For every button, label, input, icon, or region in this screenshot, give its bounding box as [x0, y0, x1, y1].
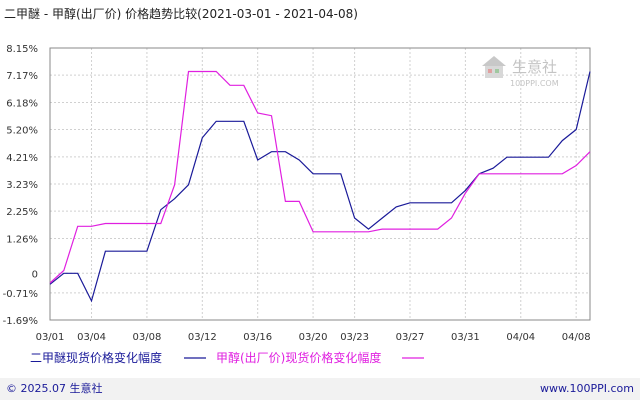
legend: 二甲醚现货价格变化幅度 甲醇(出厂价)现货价格变化幅度: [30, 350, 424, 365]
y-tick-label: 6.18%: [6, 98, 38, 109]
y-tick-label: 3.23%: [6, 180, 38, 191]
x-tick-label: 03/08: [133, 332, 162, 343]
x-tick-label: 03/04: [77, 332, 106, 343]
watermark-url: 100PPI.COM: [510, 79, 559, 88]
watermark-logo: 生意社 100PPI.COM: [482, 56, 559, 88]
axes: [49, 47, 591, 321]
legend-label-series-2: 甲醇(出厂价)现货价格变化幅度: [216, 350, 381, 365]
x-tick-labels: 03/01 03/04 03/08 03/12 03/16 03/20 03/23 03/27…: [36, 332, 591, 343]
y-tick-label: 4.21%: [6, 153, 38, 164]
footer-site-link[interactable]: www.100PPI.com: [540, 382, 634, 395]
house-logo-icon: [482, 56, 506, 78]
x-tick-label: 03/23: [340, 332, 369, 343]
x-tick-label: 03/31: [451, 332, 480, 343]
x-tick-label: 03/16: [243, 332, 272, 343]
watermark-brand: 生意社: [512, 58, 557, 76]
y-tick-label: 7.17%: [6, 71, 38, 82]
y-tick-label: 2.25%: [6, 207, 38, 218]
x-tick-label: 03/12: [188, 332, 217, 343]
y-tick-label: -0.71%: [3, 289, 38, 300]
y-tick-label: 0: [32, 269, 38, 280]
y-tick-label: 1.26%: [6, 234, 38, 245]
legend-label-series-1: 二甲醚现货价格变化幅度: [30, 350, 162, 365]
x-tick-label: 03/01: [36, 332, 65, 343]
y-tick-label: 5.20%: [6, 126, 38, 137]
series-line-1: [49, 71, 591, 303]
footer-copyright: © 2025.07 生意社: [6, 381, 102, 395]
plot-area-border: [49, 47, 591, 321]
y-tick-label: 8.15%: [6, 44, 38, 55]
x-tick-label: 04/08: [562, 332, 591, 343]
x-tick-label: 04/04: [506, 332, 535, 343]
x-tick-label: 03/27: [396, 332, 425, 343]
series-line-2: [49, 70, 591, 284]
chart-title: 二甲醚 - 甲醇(出厂价) 价格趋势比较(2021-03-01 - 2021-0…: [4, 6, 358, 21]
x-tick-label: 03/20: [299, 332, 328, 343]
y-tick-label: -1.69%: [3, 316, 38, 327]
series-lines: [49, 70, 591, 303]
footer-bar: [0, 378, 640, 400]
y-tick-labels: 8.15% 7.17% 6.18% 5.20% 4.21% 3.23% 2.25% 1.26%…: [3, 44, 38, 327]
